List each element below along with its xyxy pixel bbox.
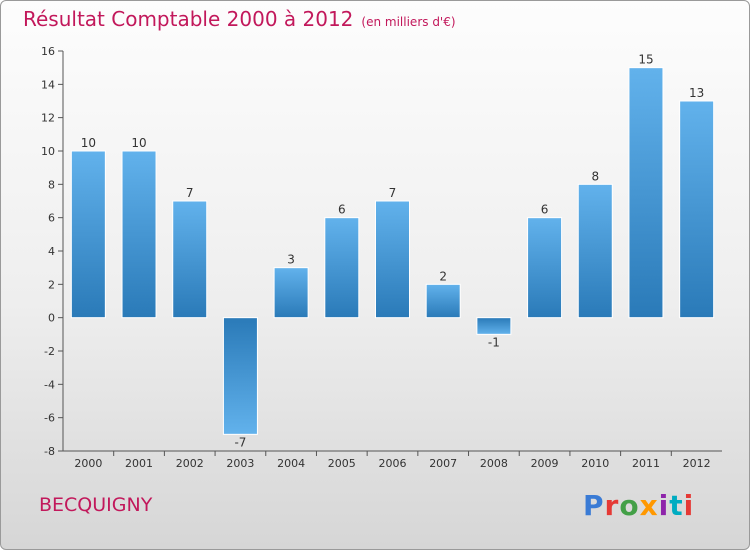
y-tick-label: 12 xyxy=(41,112,55,125)
x-tick-label: 2005 xyxy=(328,457,356,470)
logo-letter: r xyxy=(604,489,620,522)
y-tick-label: 16 xyxy=(41,45,55,58)
bar-2005 xyxy=(324,217,360,319)
data-label: 7 xyxy=(389,186,397,200)
x-tick-label: 2009 xyxy=(531,457,559,470)
data-label: 10 xyxy=(131,136,146,150)
y-tick-label: -6 xyxy=(44,412,55,425)
proxiti-logo: Proxiti xyxy=(583,489,694,522)
logo-letter: o xyxy=(619,489,640,522)
data-label: -1 xyxy=(488,335,500,349)
logo-letter: i xyxy=(683,489,695,522)
data-label: 13 xyxy=(689,86,704,100)
data-label: 3 xyxy=(287,253,295,267)
bar-2012 xyxy=(679,100,715,319)
x-tick-label: 2006 xyxy=(379,457,407,470)
y-tick-label: -2 xyxy=(44,345,55,358)
chart-title: Résultat Comptable 2000 à 2012 xyxy=(23,7,354,31)
data-label: 8 xyxy=(591,169,599,183)
x-tick-label: 2011 xyxy=(632,457,660,470)
bar-2000 xyxy=(70,150,106,319)
bar-2011 xyxy=(628,67,664,319)
bar-2003 xyxy=(222,317,258,435)
chart-title-line: Résultat Comptable 2000 à 2012 (en millie… xyxy=(23,7,456,31)
x-tick-label: 2002 xyxy=(176,457,204,470)
bar-2010 xyxy=(577,183,613,319)
y-tick-label: 6 xyxy=(48,212,55,225)
bar-2004 xyxy=(273,267,309,319)
bar-2007 xyxy=(425,283,461,319)
y-tick-label: 0 xyxy=(48,312,55,325)
data-label: 6 xyxy=(338,203,346,217)
y-tick-label: 10 xyxy=(41,145,55,158)
data-label: 2 xyxy=(439,269,447,283)
bar-2009 xyxy=(527,217,563,319)
x-tick-label: 2004 xyxy=(277,457,305,470)
bar-2002 xyxy=(172,200,208,319)
x-tick-label: 2003 xyxy=(226,457,254,470)
commune-name: BECQUIGNY xyxy=(39,494,153,516)
x-tick-label: 2001 xyxy=(125,457,153,470)
x-tick-label: 2008 xyxy=(480,457,508,470)
bar-2001 xyxy=(121,150,157,319)
y-tick-label: 8 xyxy=(48,178,55,191)
logo-letter: P xyxy=(583,489,605,522)
y-tick-label: 14 xyxy=(41,78,55,91)
x-tick-label: 2012 xyxy=(683,457,711,470)
y-tick-label: 4 xyxy=(48,245,55,258)
y-tick-label: -4 xyxy=(44,378,55,391)
bar-2008 xyxy=(476,317,512,335)
data-label: -7 xyxy=(234,435,246,449)
logo-letter: i xyxy=(658,489,670,522)
x-tick-label: 2007 xyxy=(429,457,457,470)
data-label: 10 xyxy=(81,136,96,150)
logo-letter: t xyxy=(669,489,684,522)
y-tick-label: -8 xyxy=(44,445,55,458)
bar-2006 xyxy=(375,200,410,319)
chart-subtitle: (en milliers d'€) xyxy=(361,15,456,29)
x-tick-label: 2000 xyxy=(74,457,102,470)
logo-letter: x xyxy=(639,489,659,522)
data-label: 15 xyxy=(638,53,653,67)
data-label: 6 xyxy=(541,203,549,217)
x-tick-label: 2010 xyxy=(581,457,609,470)
y-tick-label: 2 xyxy=(48,278,55,291)
data-label: 7 xyxy=(186,186,194,200)
